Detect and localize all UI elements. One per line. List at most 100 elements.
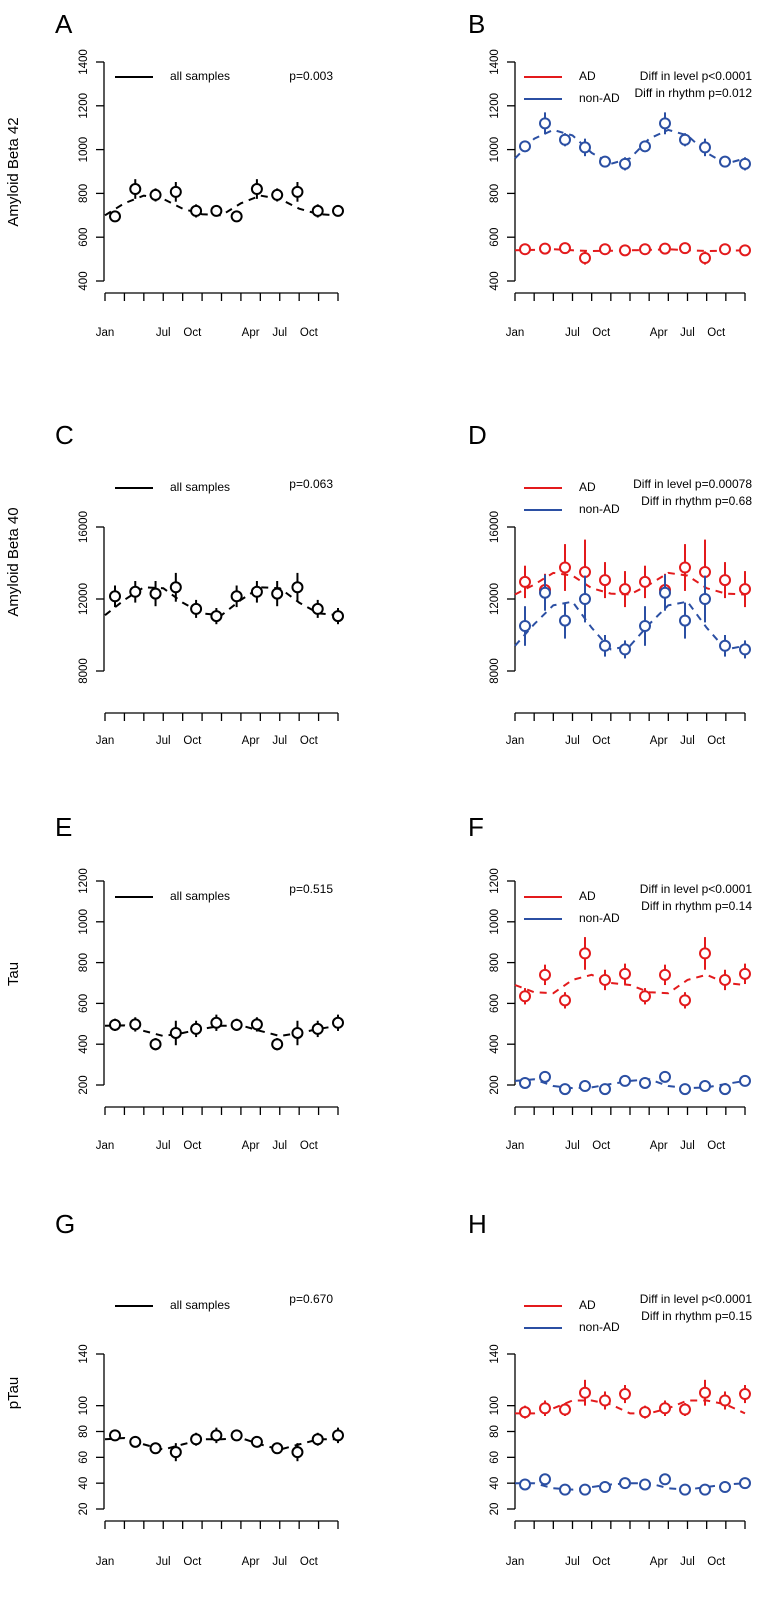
x-tick-label: Jul	[565, 1140, 580, 1152]
panel-letter: E	[55, 812, 72, 842]
data-point	[619, 583, 631, 596]
data-point	[129, 183, 142, 196]
data-point	[169, 185, 182, 198]
panel-letter: C	[55, 420, 74, 450]
data-point	[639, 575, 651, 588]
x-tick-label: Apr	[242, 1140, 260, 1152]
y-tick-label: 200	[489, 1075, 501, 1094]
x-tick-label: Jan	[96, 1140, 115, 1152]
data-point	[599, 639, 611, 652]
data-point	[129, 1018, 142, 1031]
data-point	[109, 1018, 121, 1031]
x-tick-label: Jan	[96, 1556, 115, 1568]
data-point	[271, 188, 284, 201]
series-nonad	[514, 112, 751, 171]
data-point	[332, 610, 344, 623]
series-ad	[514, 937, 751, 1009]
data-point	[739, 1074, 751, 1087]
data-point	[739, 643, 751, 656]
y-tick-label: 20	[78, 1503, 90, 1516]
data-point	[250, 1435, 263, 1448]
y-tick-label: 400	[489, 271, 501, 290]
data-point	[599, 973, 611, 986]
x-tick-label: Apr	[242, 1556, 260, 1568]
panel-B: B 400 600 800 1000 1200 1400 Jan Jul Oct Apr Jul Oct…	[468, 9, 752, 339]
panel-C: C Amyloid Beta 40 8000 12000 16000 Jan Jul Oct A…	[5, 420, 344, 747]
data-point	[332, 204, 344, 217]
data-point	[332, 1016, 344, 1029]
data-point	[291, 1446, 304, 1459]
x-tick-label: Jul	[272, 1140, 287, 1152]
data-point	[579, 947, 591, 960]
fit-line	[514, 571, 746, 596]
y-tick-label: 600	[78, 994, 90, 1013]
annotation-text: p=0.003	[289, 69, 333, 83]
x-tick-label: Jul	[156, 1140, 171, 1152]
x-tick-label: Oct	[300, 1140, 319, 1152]
data-point	[230, 590, 243, 603]
y-tick-label: 1200	[489, 868, 501, 894]
data-point	[210, 204, 223, 217]
legend-label: all samples	[170, 69, 230, 83]
data-point	[599, 1083, 611, 1096]
data-point	[210, 1016, 223, 1029]
data-point	[539, 1070, 551, 1083]
fit-line	[514, 1078, 746, 1090]
y-tick-label: 12000	[489, 583, 501, 615]
annotation-text: p=0.515	[289, 882, 333, 896]
series-allsamples	[104, 572, 344, 625]
y-tick-label: 1200	[489, 93, 501, 119]
x-tick-label: Oct	[183, 735, 202, 747]
x-tick-label: Jul	[156, 735, 171, 747]
data-point	[579, 252, 591, 265]
panel-letter: B	[468, 9, 485, 39]
data-point	[519, 620, 531, 632]
data-point	[311, 1433, 324, 1446]
y-axis-label: Tau	[5, 962, 22, 986]
data-point	[539, 1473, 551, 1486]
y-tick-label: 200	[78, 1075, 90, 1094]
data-point	[519, 1076, 531, 1089]
data-point	[619, 643, 631, 656]
data-point	[739, 244, 751, 257]
x-tick-label: Apr	[242, 327, 260, 339]
x-tick-label: Oct	[592, 327, 611, 339]
x-tick-label: Jul	[272, 1556, 287, 1568]
data-point	[659, 242, 671, 255]
data-point	[539, 968, 551, 981]
data-point	[190, 204, 203, 217]
data-point	[559, 561, 571, 574]
data-point	[559, 1083, 571, 1096]
data-point	[579, 1386, 591, 1399]
legend-label: AD	[579, 480, 596, 494]
y-tick-label: 12000	[78, 583, 90, 615]
data-point	[599, 1394, 611, 1407]
data-point	[149, 1442, 162, 1455]
data-point	[739, 967, 751, 980]
x-tick-label: Oct	[707, 1556, 726, 1568]
legend-label: non-AD	[579, 911, 620, 925]
data-point	[149, 1038, 162, 1051]
x-tick-label: Oct	[707, 1140, 726, 1152]
x-tick-label: Jul	[272, 327, 287, 339]
fit-line	[104, 194, 339, 217]
data-point	[311, 204, 324, 217]
annotation-text: Diff in rhythm p=0.68	[641, 494, 752, 508]
y-tick-label: 20	[489, 1503, 501, 1516]
y-tick-label: 600	[489, 994, 501, 1013]
data-point	[739, 1388, 751, 1401]
y-tick-label: 16000	[78, 511, 90, 543]
x-tick-label: Oct	[183, 327, 202, 339]
data-point	[519, 990, 531, 1003]
x-tick-label: Apr	[650, 735, 668, 747]
x-tick-label: Jul	[156, 1556, 171, 1568]
data-point	[659, 1070, 671, 1083]
data-point	[699, 947, 711, 960]
data-point	[659, 586, 671, 599]
x-tick-label: Apr	[650, 1140, 668, 1152]
data-point	[699, 1080, 711, 1093]
data-point	[619, 1074, 631, 1087]
x-tick-label: Jan	[506, 1556, 525, 1568]
y-tick-label: 600	[489, 228, 501, 247]
x-tick-label: Jan	[506, 735, 525, 747]
